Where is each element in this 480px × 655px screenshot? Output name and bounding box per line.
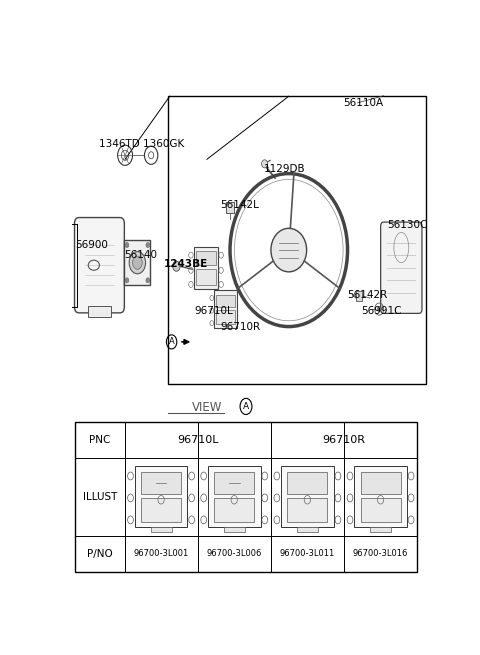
FancyBboxPatch shape: [216, 295, 235, 307]
Text: 56991C: 56991C: [361, 306, 402, 316]
FancyBboxPatch shape: [214, 472, 254, 495]
FancyBboxPatch shape: [281, 466, 334, 527]
Ellipse shape: [271, 229, 307, 272]
Text: 56130C: 56130C: [387, 220, 428, 230]
FancyBboxPatch shape: [151, 527, 172, 532]
FancyBboxPatch shape: [356, 291, 362, 301]
FancyBboxPatch shape: [88, 306, 110, 317]
FancyBboxPatch shape: [354, 466, 407, 527]
Circle shape: [262, 160, 267, 168]
FancyBboxPatch shape: [214, 498, 254, 522]
Circle shape: [125, 278, 129, 283]
Text: 56142R: 56142R: [348, 290, 388, 301]
Text: 96700-3L001: 96700-3L001: [133, 550, 189, 558]
Text: 56900: 56900: [75, 240, 108, 250]
Text: P/NO: P/NO: [87, 549, 113, 559]
FancyBboxPatch shape: [215, 290, 237, 328]
FancyBboxPatch shape: [75, 422, 417, 572]
FancyBboxPatch shape: [224, 527, 245, 532]
FancyBboxPatch shape: [297, 527, 318, 532]
FancyBboxPatch shape: [141, 498, 181, 522]
Text: 1243BE: 1243BE: [164, 259, 208, 269]
Text: 96710R: 96710R: [220, 322, 260, 332]
Text: 96700-3L016: 96700-3L016: [353, 550, 408, 558]
FancyBboxPatch shape: [168, 96, 426, 384]
Text: 56142L: 56142L: [220, 200, 259, 210]
Circle shape: [125, 242, 129, 248]
Text: 96700-3L011: 96700-3L011: [280, 550, 335, 558]
Circle shape: [146, 242, 150, 248]
Text: 56110A: 56110A: [343, 98, 383, 108]
FancyBboxPatch shape: [216, 310, 235, 324]
FancyBboxPatch shape: [135, 466, 187, 527]
Text: 96710R: 96710R: [323, 435, 365, 445]
Text: 56140: 56140: [124, 250, 157, 260]
Text: PNC: PNC: [89, 435, 110, 445]
FancyBboxPatch shape: [360, 472, 400, 495]
Circle shape: [132, 256, 142, 269]
FancyBboxPatch shape: [381, 222, 422, 313]
FancyBboxPatch shape: [226, 202, 234, 214]
FancyBboxPatch shape: [288, 498, 327, 522]
Circle shape: [173, 261, 180, 271]
FancyBboxPatch shape: [124, 240, 150, 286]
Text: 96710L: 96710L: [194, 306, 233, 316]
Circle shape: [129, 252, 145, 274]
FancyBboxPatch shape: [208, 466, 261, 527]
Text: 96700-3L006: 96700-3L006: [206, 550, 262, 558]
Text: 1129DB: 1129DB: [264, 164, 305, 174]
Text: VIEW: VIEW: [192, 401, 222, 414]
FancyBboxPatch shape: [194, 246, 218, 290]
Text: 96710L: 96710L: [177, 435, 218, 445]
Circle shape: [146, 278, 150, 283]
Text: A: A: [243, 402, 249, 411]
FancyBboxPatch shape: [288, 472, 327, 495]
FancyBboxPatch shape: [360, 498, 400, 522]
FancyBboxPatch shape: [74, 217, 124, 313]
FancyBboxPatch shape: [370, 527, 391, 532]
Text: 1346TD 1360GK: 1346TD 1360GK: [99, 139, 184, 149]
Circle shape: [377, 307, 381, 312]
FancyBboxPatch shape: [196, 269, 216, 286]
FancyBboxPatch shape: [141, 472, 181, 495]
Text: ILLUST: ILLUST: [83, 492, 117, 502]
FancyBboxPatch shape: [196, 251, 216, 265]
Text: A: A: [169, 337, 174, 346]
